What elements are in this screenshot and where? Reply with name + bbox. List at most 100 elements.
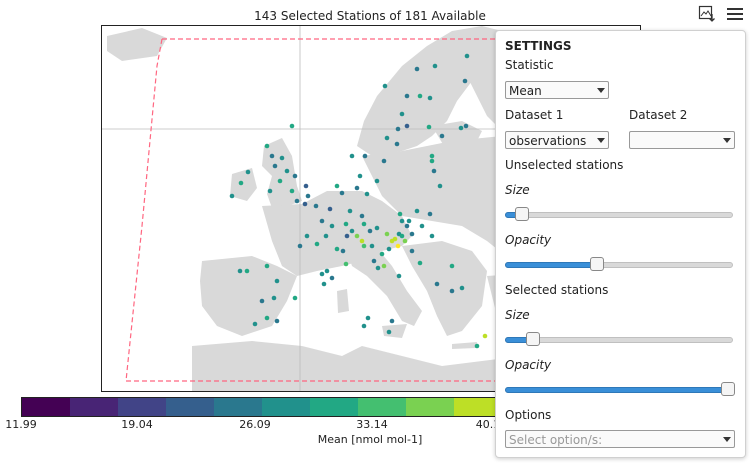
station-marker[interactable]	[463, 123, 469, 129]
station-marker[interactable]	[449, 263, 455, 269]
slider-thumb[interactable]	[526, 332, 541, 346]
station-marker[interactable]	[449, 288, 455, 294]
station-marker[interactable]	[394, 141, 400, 147]
station-marker[interactable]	[319, 271, 325, 277]
unselected-opacity-slider[interactable]	[505, 257, 733, 271]
station-marker[interactable]	[359, 238, 365, 244]
station-marker[interactable]	[406, 218, 412, 224]
station-marker[interactable]	[432, 63, 438, 69]
station-marker[interactable]	[482, 333, 488, 339]
station-marker[interactable]	[369, 243, 375, 249]
station-marker[interactable]	[395, 243, 401, 249]
station-marker[interactable]	[434, 281, 440, 287]
station-marker[interactable]	[382, 83, 388, 89]
station-marker[interactable]	[359, 213, 365, 219]
station-marker[interactable]	[439, 133, 445, 139]
unselected-size-slider[interactable]	[505, 207, 733, 221]
station-marker[interactable]	[367, 228, 373, 234]
station-marker[interactable]	[389, 318, 395, 324]
station-marker[interactable]	[259, 298, 265, 304]
station-marker[interactable]	[399, 218, 405, 224]
station-marker[interactable]	[458, 125, 464, 131]
station-marker[interactable]	[419, 223, 425, 229]
station-marker[interactable]	[362, 153, 368, 159]
station-marker[interactable]	[321, 281, 327, 287]
station-marker[interactable]	[395, 126, 401, 132]
station-marker[interactable]	[357, 173, 363, 179]
station-marker[interactable]	[399, 111, 405, 117]
station-marker[interactable]	[324, 268, 330, 274]
station-marker[interactable]	[339, 190, 345, 196]
station-marker[interactable]	[238, 180, 244, 186]
station-marker[interactable]	[264, 263, 270, 269]
station-marker[interactable]	[364, 191, 370, 197]
station-marker[interactable]	[399, 233, 405, 239]
station-marker[interactable]	[302, 201, 308, 207]
station-marker[interactable]	[349, 153, 355, 159]
station-marker[interactable]	[269, 153, 275, 159]
station-marker[interactable]	[381, 158, 387, 164]
station-marker[interactable]	[409, 231, 415, 237]
station-marker[interactable]	[375, 265, 381, 271]
station-marker[interactable]	[327, 206, 333, 212]
station-marker[interactable]	[343, 261, 349, 267]
station-marker[interactable]	[313, 203, 319, 209]
station-marker[interactable]	[294, 198, 300, 204]
station-marker[interactable]	[271, 295, 277, 301]
station-marker[interactable]	[274, 318, 280, 324]
station-marker[interactable]	[329, 223, 335, 229]
station-marker[interactable]	[417, 260, 423, 266]
options-select[interactable]: Select option/s:	[505, 430, 735, 448]
station-marker[interactable]	[343, 221, 349, 227]
station-marker[interactable]	[404, 223, 410, 229]
station-marker[interactable]	[361, 221, 367, 227]
station-marker[interactable]	[361, 323, 367, 329]
station-marker[interactable]	[264, 315, 270, 321]
station-marker[interactable]	[429, 158, 435, 164]
station-marker[interactable]	[381, 263, 387, 269]
station-marker[interactable]	[431, 168, 437, 174]
station-marker[interactable]	[334, 246, 340, 252]
image-download-icon[interactable]	[697, 4, 717, 24]
station-marker[interactable]	[392, 236, 398, 242]
selected-size-slider[interactable]	[505, 332, 733, 346]
station-marker[interactable]	[384, 231, 390, 237]
station-marker[interactable]	[429, 233, 435, 239]
station-marker[interactable]	[397, 211, 403, 217]
station-marker[interactable]	[379, 251, 385, 257]
station-marker[interactable]	[437, 183, 443, 189]
station-marker[interactable]	[409, 248, 415, 254]
selected-opacity-slider[interactable]	[505, 382, 735, 396]
station-marker[interactable]	[354, 185, 360, 191]
station-marker[interactable]	[272, 163, 278, 169]
station-marker[interactable]	[429, 153, 435, 159]
station-marker[interactable]	[349, 228, 355, 234]
station-marker[interactable]	[289, 188, 295, 194]
station-marker[interactable]	[274, 278, 280, 284]
station-marker[interactable]	[284, 168, 290, 174]
station-marker[interactable]	[386, 329, 392, 335]
station-marker[interactable]	[277, 178, 283, 184]
station-marker[interactable]	[354, 233, 360, 239]
station-marker[interactable]	[396, 273, 402, 279]
station-marker[interactable]	[264, 143, 270, 149]
station-marker[interactable]	[252, 321, 258, 327]
station-marker[interactable]	[402, 238, 408, 244]
station-marker[interactable]	[329, 275, 335, 281]
station-marker[interactable]	[319, 218, 325, 224]
station-marker[interactable]	[414, 66, 420, 72]
station-marker[interactable]	[404, 93, 410, 99]
station-marker[interactable]	[292, 295, 298, 301]
station-marker[interactable]	[289, 123, 295, 129]
station-marker[interactable]	[386, 246, 392, 252]
dataset1-select[interactable]: observations	[505, 131, 609, 149]
station-marker[interactable]	[365, 315, 371, 321]
station-marker[interactable]	[297, 243, 303, 249]
station-marker[interactable]	[384, 135, 390, 141]
station-marker[interactable]	[426, 124, 432, 130]
station-marker[interactable]	[374, 178, 380, 184]
station-marker[interactable]	[427, 95, 433, 101]
station-marker[interactable]	[229, 193, 235, 199]
station-marker[interactable]	[404, 123, 410, 129]
station-marker[interactable]	[323, 233, 329, 239]
